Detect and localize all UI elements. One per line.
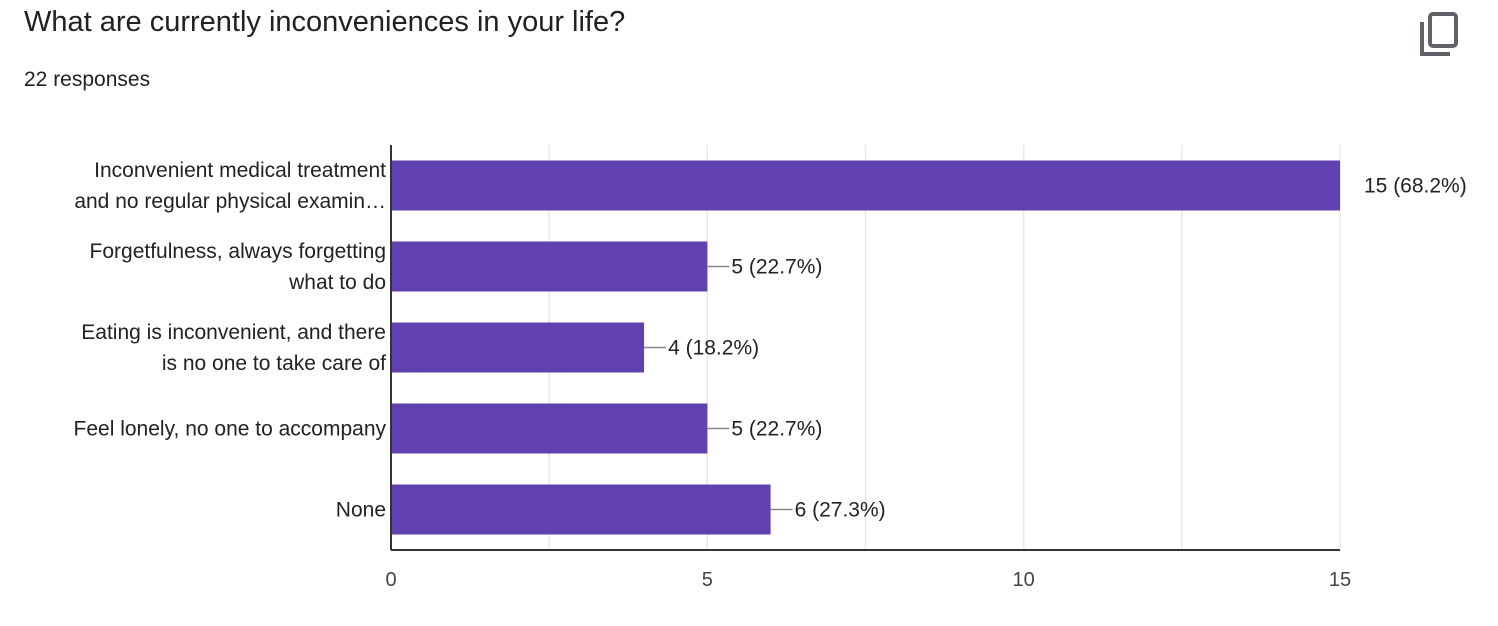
- x-tick-label: 5: [702, 569, 713, 591]
- bar: [391, 403, 708, 454]
- category-label: and no regular physical examin…: [74, 190, 386, 213]
- data-label: 4 (18.2%): [668, 337, 759, 360]
- copy-icon: [1420, 12, 1458, 56]
- category-label: what to do: [288, 271, 386, 294]
- x-tick-label: 15: [1329, 569, 1351, 591]
- x-tick-label: 0: [385, 569, 396, 591]
- bar: [391, 241, 708, 292]
- category-label: Eating is inconvenient, and there: [81, 321, 386, 344]
- category-label: None: [336, 499, 386, 522]
- category-label: Inconvenient medical treatment: [94, 159, 386, 182]
- chart-title: What are currently inconveniences in you…: [24, 6, 626, 38]
- data-label: 6 (27.3%): [795, 499, 886, 522]
- bar: [391, 160, 1340, 211]
- x-tick-label: 10: [1013, 569, 1035, 591]
- category-label: is no one to take care of: [162, 352, 386, 375]
- bar: [391, 322, 645, 373]
- bar: [391, 484, 771, 535]
- data-label: 5 (22.7%): [731, 418, 822, 441]
- response-count: 22 responses: [24, 68, 151, 91]
- category-label: Forgetfulness, always forgetting: [90, 240, 386, 263]
- copy-button[interactable]: [1414, 8, 1466, 60]
- category-label: Feel lonely, no one to accompany: [74, 418, 387, 441]
- data-label: 5 (22.7%): [731, 256, 822, 279]
- data-label: 15 (68.2%): [1364, 175, 1467, 198]
